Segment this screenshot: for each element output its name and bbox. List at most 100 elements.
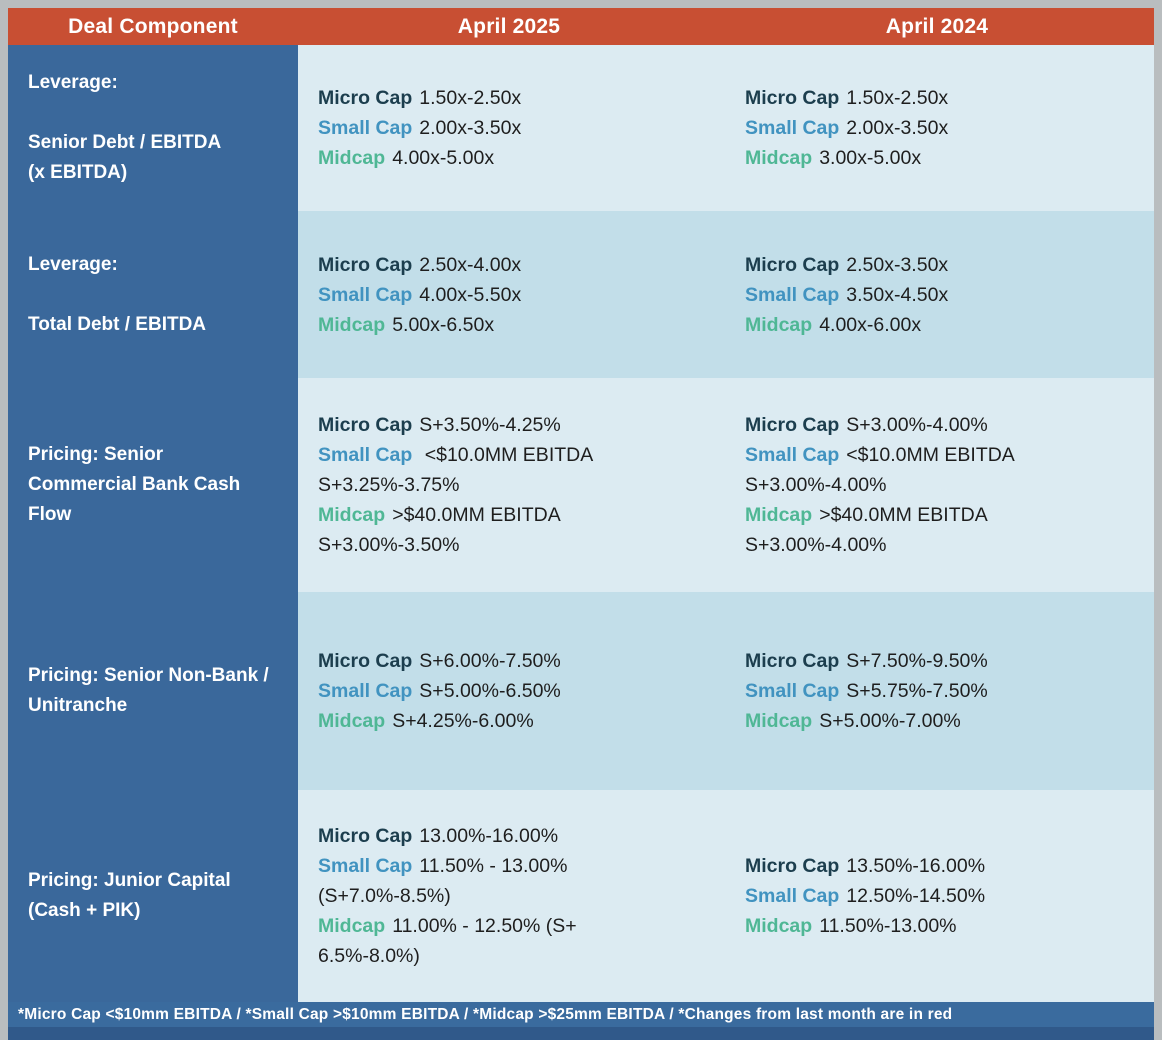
tier-label: Small Cap <box>745 885 840 907</box>
tier-line: Micro Cap 13.50%-16.00% <box>745 851 1108 881</box>
row-label: Pricing: Senior Non-Bank / Unitranche <box>8 592 298 790</box>
tier-line: Midcap 4.00x-6.00x <box>745 310 1108 340</box>
tier-value: S+3.50%-4.25% <box>419 414 561 436</box>
tier-line: Micro Cap 1.50x-2.50x <box>318 83 682 113</box>
table-row: Pricing: Senior Commercial Bank Cash Flo… <box>8 378 1154 592</box>
tier-value: 11.50%-13.00% <box>819 915 957 937</box>
deal-pricing-table: Deal Component April 2025 April 2024 Lev… <box>8 8 1154 1040</box>
tier-label: Midcap <box>745 710 813 732</box>
tier-line: Micro Cap 2.50x-4.00x <box>318 250 682 280</box>
tier-label: Midcap <box>318 915 386 937</box>
cell-april_2025: Micro Cap 1.50x-2.50x Small Cap 2.00x-3.50x… <box>298 45 720 211</box>
tier-label: Small Cap <box>745 283 840 306</box>
tier-value: S+6.00%-7.50% <box>419 650 561 672</box>
tier-label: Micro Cap <box>745 87 840 109</box>
cell-april_2024: Micro Cap S+3.00%-4.00% Small Cap <$10.0MM … <box>720 378 1154 592</box>
tier-line: Small Cap 2.00x-3.50x <box>318 113 682 143</box>
tier-label: Midcap <box>318 313 386 336</box>
tier-line: Small Cap S+5.00%-6.50% <box>318 676 682 706</box>
row-label: Leverage: Total Debt / EBITDA <box>8 211 298 378</box>
tier-label: Micro Cap <box>745 650 840 672</box>
tier-value: 12.50%-14.50% <box>846 885 986 907</box>
tier-label: Micro Cap <box>745 414 840 436</box>
tier-label: Small Cap <box>745 680 840 702</box>
tier-value: 2.00x-3.50x <box>419 117 522 139</box>
tier-line: Small Cap 3.50x-4.50x <box>745 280 1108 310</box>
tier-value: >$40.0MM EBITDA S+3.00%-3.50% <box>318 504 560 556</box>
footnote-text: *Micro Cap <$10mm EBITDA / *Small Cap >$… <box>18 1005 953 1023</box>
tier-line: Midcap 4.00x-5.00x <box>318 143 682 173</box>
tier-line: Midcap 11.50%-13.00% <box>745 911 1108 941</box>
tier-label: Micro Cap <box>318 253 413 276</box>
row-label: Pricing: Junior Capital (Cash + PIK) <box>8 790 298 1002</box>
tier-value: 2.50x-4.00x <box>419 253 522 276</box>
tier-line: Small Cap 2.00x-3.50x <box>745 113 1108 143</box>
tier-label: Micro Cap <box>318 87 413 109</box>
tier-value: 3.00x-5.00x <box>819 147 922 169</box>
tier-value: 11.50% - 13.00% (S+7.0%-8.5%) <box>318 855 568 907</box>
header-deal-component: Deal Component <box>68 14 238 38</box>
tier-label: Micro Cap <box>318 650 413 672</box>
tier-label: Micro Cap <box>745 855 840 877</box>
cell-april_2025: Micro Cap 13.00%-16.00% Small Cap 11.50% - … <box>298 790 720 1002</box>
cell-april_2025: Micro Cap S+6.00%-7.50% Small Cap S+5.00%-6… <box>298 592 720 790</box>
cell-april_2024: Micro Cap 1.50x-2.50x Small Cap 2.00x-3.50x… <box>720 45 1154 211</box>
tier-label: Midcap <box>318 710 386 732</box>
tier-label: Midcap <box>318 147 386 169</box>
tier-line: Micro Cap 2.50x-3.50x <box>745 250 1108 280</box>
tier-value: S+5.00%-6.50% <box>419 680 561 702</box>
tier-line: Small Cap S+5.75%-7.50% <box>745 676 1108 706</box>
tier-line: Small Cap <$10.0MM EBITDA S+3.00%-4.00% <box>745 440 1108 500</box>
tier-value: >$40.0MM EBITDA S+3.00%-4.00% <box>745 504 987 556</box>
tier-value: S+4.25%-6.00% <box>392 710 534 732</box>
table-row: Leverage: Total Debt / EBITDA Micro Cap 2.… <box>8 211 1154 378</box>
tier-line: Small Cap <$10.0MM EBITDA S+3.25%-3.75% <box>318 440 682 500</box>
tier-label: Small Cap <box>745 117 840 139</box>
table-row: Leverage: Senior Debt / EBITDA (x EBITDA… <box>8 45 1154 211</box>
tier-line: Midcap 5.00x-6.50x <box>318 310 682 340</box>
tier-value: 3.50x-4.50x <box>846 283 949 306</box>
tier-value: 13.50%-16.00% <box>846 855 986 877</box>
tier-value: 13.00%-16.00% <box>419 825 559 847</box>
tier-line: Small Cap 12.50%-14.50% <box>745 881 1108 911</box>
tier-value: 1.50x-2.50x <box>846 87 949 109</box>
table-row: Pricing: Senior Non-Bank / Unitranche Mic… <box>8 592 1154 790</box>
tier-line: Midcap S+5.00%-7.00% <box>745 706 1108 736</box>
tier-line: Micro Cap S+3.00%-4.00% <box>745 410 1108 440</box>
tier-line: Small Cap 4.00x-5.50x <box>318 280 682 310</box>
tier-label: Small Cap <box>318 444 413 466</box>
tier-label: Micro Cap <box>318 825 413 847</box>
tier-value: 5.00x-6.50x <box>392 313 495 336</box>
tier-line: Midcap 11.00% - 12.50% (S+ 6.5%-8.0%) <box>318 911 682 971</box>
tier-value: 2.00x-3.50x <box>846 117 949 139</box>
tier-label: Small Cap <box>318 680 413 702</box>
header-april-2025: April 2025 <box>457 14 561 38</box>
row-label: Pricing: Senior Commercial Bank Cash Flo… <box>8 378 298 592</box>
cell-april_2025: Micro Cap 2.50x-4.00x Small Cap 4.00x-5.50x… <box>298 211 720 378</box>
tier-label: Micro Cap <box>745 253 840 276</box>
tier-line: Micro Cap S+6.00%-7.50% <box>318 646 682 676</box>
tier-value: S+7.50%-9.50% <box>846 650 988 672</box>
tier-line: Midcap 3.00x-5.00x <box>745 143 1108 173</box>
tier-line: Micro Cap S+3.50%-4.25% <box>318 410 682 440</box>
tier-value: 11.00% - 12.50% (S+ 6.5%-8.0%) <box>318 915 577 967</box>
tier-value: S+5.75%-7.50% <box>846 680 988 702</box>
tier-line: Midcap S+4.25%-6.00% <box>318 706 682 736</box>
tier-line: Small Cap 11.50% - 13.00% (S+7.0%-8.5%) <box>318 851 682 911</box>
row-label: Leverage: Senior Debt / EBITDA (x EBITDA… <box>8 45 298 211</box>
cell-april_2024: Micro Cap 13.50%-16.00% Small Cap 12.50%-14… <box>720 790 1154 1002</box>
tier-label: Small Cap <box>318 283 413 306</box>
tier-value: 4.00x-5.00x <box>392 147 495 169</box>
tier-label: Small Cap <box>318 117 413 139</box>
tier-label: Midcap <box>318 504 386 526</box>
tier-value: 4.00x-5.50x <box>419 283 522 306</box>
tier-value: <$10.0MM EBITDA S+3.25%-3.75% <box>318 444 593 496</box>
tier-value: <$10.0MM EBITDA S+3.00%-4.00% <box>745 444 1014 496</box>
tier-label: Midcap <box>745 504 813 526</box>
header-april-2024: April 2024 <box>885 14 989 38</box>
tier-value: 1.50x-2.50x <box>419 87 522 109</box>
cell-april_2024: Micro Cap 2.50x-3.50x Small Cap 3.50x-4.50x… <box>720 211 1154 378</box>
tier-line: Micro Cap S+7.50%-9.50% <box>745 646 1108 676</box>
table-header-row: Deal Component April 2025 April 2024 <box>8 8 1154 45</box>
